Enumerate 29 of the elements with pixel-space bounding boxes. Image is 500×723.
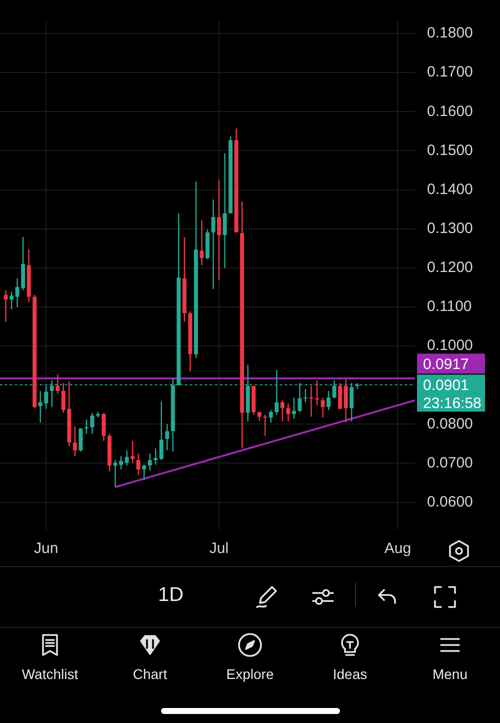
y-tick-label: 0.1800 — [427, 24, 473, 42]
candlestick — [200, 220, 204, 266]
text: Ideas — [332, 666, 368, 682]
ref-line-label: 0.0901 — [423, 376, 469, 394]
y-tick-label: 0.1100 — [427, 298, 472, 316]
text: Explore — [226, 666, 274, 682]
y-tick-label: 0.0800 — [427, 415, 473, 432]
candlestick — [222, 153, 227, 268]
ref-line-label: 0.0917 — [423, 356, 469, 373]
y-tick-label: 0.1000 — [427, 337, 473, 354]
x-tick-label: Aug — [384, 540, 412, 558]
y-tick-label: 0.1300 — [427, 220, 473, 237]
y-tick-label: 0.1400 — [427, 180, 473, 198]
text: Menu — [432, 666, 468, 682]
candlestick — [211, 200, 216, 289]
text: 1D — [158, 584, 184, 607]
text: 23:16:58 — [423, 394, 482, 412]
text: Watchlist — [22, 666, 78, 682]
text: Chart — [132, 666, 168, 682]
x-tick-label: Jul — [209, 540, 229, 558]
y-tick-label: 0.1700 — [427, 64, 473, 81]
x-tick-label: Jun — [34, 540, 58, 558]
y-tick-label: 0.1600 — [427, 102, 473, 120]
y-tick-label: 0.1200 — [427, 259, 473, 276]
y-tick-label: 0.0700 — [427, 454, 473, 472]
candlestick — [309, 386, 314, 417]
candlestick — [4, 290, 8, 322]
y-tick-label: 0.1500 — [427, 142, 473, 159]
y-tick-label: 0.0600 — [427, 493, 473, 510]
